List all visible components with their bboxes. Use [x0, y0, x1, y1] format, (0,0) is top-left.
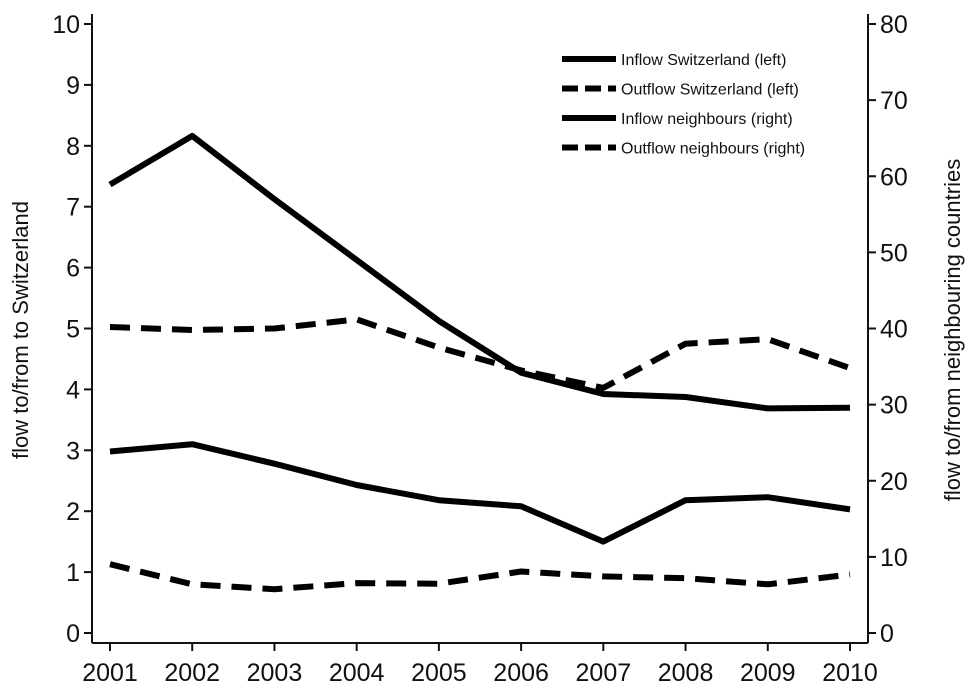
left-y-tick-label: 8 — [66, 133, 80, 161]
right-y-tick-label: 60 — [880, 163, 908, 191]
x-tick-label: 2009 — [740, 659, 796, 687]
x-tick-label: 2007 — [576, 659, 632, 687]
left-y-tick-label: 4 — [66, 376, 80, 404]
right-y-tick-label: 10 — [880, 544, 908, 572]
left-y-tick-label: 10 — [52, 11, 80, 39]
right-y-tick-label: 20 — [880, 468, 908, 496]
x-tick-label: 2006 — [493, 659, 549, 687]
legend-label: Inflow Switzerland (left) — [621, 52, 786, 69]
left-y-tick-label: 5 — [66, 316, 80, 344]
left-y-axis-title: flow to/from to Switzerland — [8, 201, 33, 459]
x-tick-label: 2005 — [411, 659, 467, 687]
left-y-axis-ticks: 0 1 2 3 4 5 6 7 8 9 10 — [52, 11, 92, 648]
left-y-tick-label: 0 — [66, 620, 80, 648]
right-y-tick-label: 70 — [880, 87, 908, 115]
x-tick-label: 2001 — [82, 659, 138, 687]
left-y-tick-label: 9 — [66, 72, 80, 100]
legend-label: Inflow neighbours (right) — [621, 111, 793, 128]
x-tick-label: 2008 — [658, 659, 714, 687]
x-tick-label: 2010 — [822, 659, 878, 687]
right-y-tick-label: 80 — [880, 11, 908, 39]
legend: Inflow Switzerland (left) Outflow Switzer… — [562, 52, 805, 158]
x-tick-label: 2002 — [164, 659, 220, 687]
series-lines — [108, 132, 851, 593]
left-y-tick-label: 2 — [66, 498, 80, 526]
series-line — [109, 441, 851, 545]
left-y-tick-label: 1 — [66, 559, 80, 587]
right-y-tick-label: 30 — [880, 392, 908, 420]
right-y-tick-label: 40 — [880, 316, 908, 344]
legend-label: Outflow neighbours (right) — [621, 141, 805, 158]
series-line — [108, 132, 851, 412]
x-tick-label: 2004 — [329, 659, 385, 687]
left-y-tick-label: 3 — [66, 437, 80, 465]
right-y-tick-label: 0 — [880, 620, 894, 648]
right-y-tick-label: 50 — [880, 239, 908, 267]
left-y-tick-label: 6 — [66, 255, 80, 283]
series-line — [109, 316, 851, 391]
legend-label: Outflow Switzerland (left) — [621, 82, 799, 99]
left-y-tick-label: 7 — [66, 194, 80, 222]
x-tick-label: 2003 — [247, 659, 303, 687]
right-y-axis-title: flow to/from neighbouring countries — [940, 159, 965, 501]
x-axis-ticks: 2001 2002 2003 2004 2005 2006 2007 2008 2009 2010 — [82, 643, 878, 687]
right-y-axis-ticks: 0 10 20 30 40 50 60 70 80 — [868, 11, 908, 648]
series-line — [109, 561, 851, 593]
